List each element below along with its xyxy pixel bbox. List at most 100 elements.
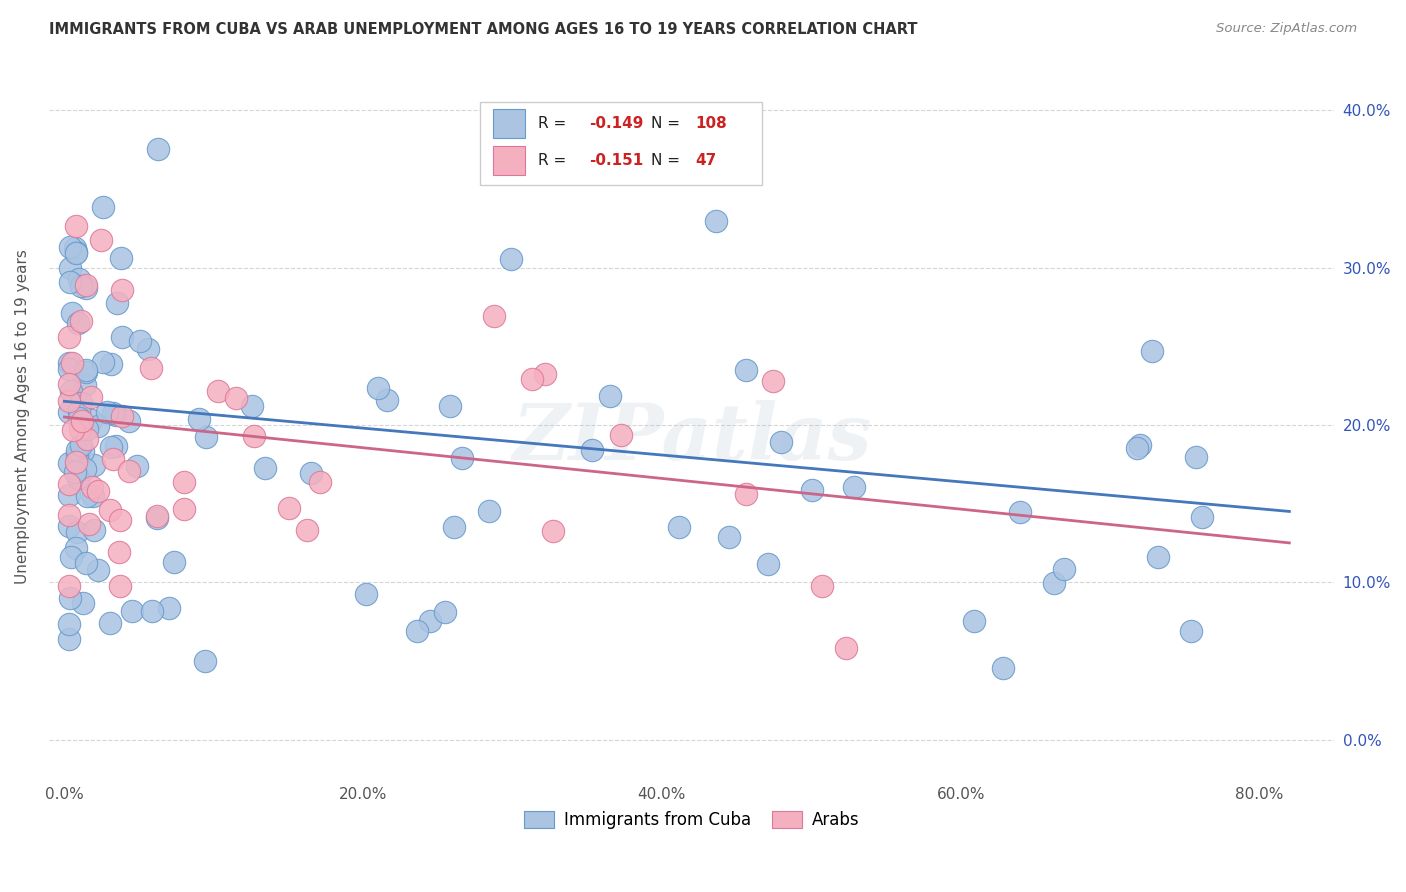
Point bbox=[406, 624, 429, 638]
Point bbox=[187, 412, 209, 426]
Point bbox=[105, 296, 128, 310]
Point bbox=[309, 475, 332, 489]
Point bbox=[67, 411, 90, 425]
Point bbox=[111, 409, 134, 423]
Point bbox=[107, 545, 129, 559]
Text: R =: R = bbox=[537, 153, 571, 168]
Point bbox=[243, 429, 266, 443]
Point bbox=[207, 384, 229, 398]
Point bbox=[67, 272, 90, 286]
Point bbox=[599, 389, 621, 403]
Point bbox=[59, 384, 82, 399]
Point bbox=[70, 414, 93, 428]
Point bbox=[1010, 505, 1032, 519]
Point bbox=[1129, 438, 1152, 452]
Point bbox=[58, 591, 80, 605]
Point bbox=[253, 460, 276, 475]
Point bbox=[104, 408, 127, 422]
Text: 47: 47 bbox=[696, 153, 717, 168]
Point bbox=[66, 442, 89, 457]
Point bbox=[58, 632, 80, 646]
Text: 108: 108 bbox=[696, 116, 727, 131]
Point bbox=[82, 489, 104, 503]
Point bbox=[118, 464, 141, 478]
Point bbox=[60, 306, 83, 320]
Point bbox=[65, 246, 87, 260]
Point bbox=[991, 661, 1014, 675]
Point bbox=[58, 362, 80, 376]
Text: N =: N = bbox=[651, 116, 685, 131]
Point bbox=[91, 355, 114, 369]
Point bbox=[157, 601, 180, 615]
Point bbox=[66, 524, 89, 539]
Point bbox=[72, 443, 94, 458]
Point bbox=[98, 503, 121, 517]
Point bbox=[80, 390, 103, 404]
Point bbox=[484, 309, 506, 323]
Point bbox=[77, 517, 100, 532]
Point bbox=[90, 233, 112, 247]
Point bbox=[110, 252, 132, 266]
Point bbox=[240, 400, 263, 414]
Point bbox=[65, 455, 87, 469]
Point bbox=[717, 530, 740, 544]
Point bbox=[111, 283, 134, 297]
Point bbox=[96, 405, 118, 419]
Point bbox=[478, 504, 501, 518]
Point bbox=[668, 520, 690, 534]
Point bbox=[141, 361, 163, 376]
Point bbox=[127, 459, 149, 474]
Point bbox=[756, 557, 779, 571]
Point bbox=[58, 394, 80, 409]
Point bbox=[419, 614, 441, 628]
Point bbox=[58, 377, 80, 392]
Point bbox=[194, 654, 217, 668]
Point bbox=[70, 438, 93, 452]
Point bbox=[58, 456, 80, 470]
Point bbox=[59, 260, 82, 275]
Point bbox=[67, 317, 90, 331]
Text: -0.149: -0.149 bbox=[589, 116, 644, 131]
Point bbox=[145, 508, 167, 523]
Point bbox=[129, 334, 152, 348]
Point bbox=[844, 480, 866, 494]
Point bbox=[520, 372, 543, 386]
Point bbox=[80, 413, 103, 427]
Point bbox=[534, 368, 557, 382]
Point bbox=[75, 363, 97, 377]
Point bbox=[76, 432, 98, 446]
Text: IMMIGRANTS FROM CUBA VS ARAB UNEMPLOYMENT AMONG AGES 16 TO 19 YEARS CORRELATION : IMMIGRANTS FROM CUBA VS ARAB UNEMPLOYMEN… bbox=[49, 22, 918, 37]
Point bbox=[375, 392, 398, 407]
Point bbox=[86, 563, 108, 577]
Point bbox=[278, 500, 301, 515]
Point bbox=[1053, 561, 1076, 575]
Point bbox=[70, 314, 93, 328]
Point bbox=[73, 462, 96, 476]
Text: N =: N = bbox=[651, 153, 689, 168]
Point bbox=[121, 604, 143, 618]
Point bbox=[118, 413, 141, 427]
FancyBboxPatch shape bbox=[492, 145, 524, 175]
Point bbox=[762, 374, 785, 388]
Point bbox=[75, 278, 97, 293]
Point bbox=[58, 518, 80, 533]
Point bbox=[67, 404, 90, 418]
Point bbox=[76, 489, 98, 503]
Point bbox=[225, 392, 247, 406]
Point bbox=[69, 422, 91, 436]
Point bbox=[367, 381, 389, 395]
Point bbox=[108, 513, 131, 527]
Point bbox=[60, 549, 83, 564]
Point bbox=[80, 480, 103, 494]
Point bbox=[65, 219, 87, 233]
Point bbox=[58, 356, 80, 370]
Point bbox=[1180, 624, 1202, 638]
Point bbox=[163, 555, 186, 569]
Point bbox=[69, 279, 91, 293]
Text: ZIPatlas: ZIPatlas bbox=[512, 401, 872, 477]
Point bbox=[195, 430, 218, 444]
Point bbox=[67, 470, 90, 484]
Point bbox=[451, 451, 474, 466]
Point bbox=[1043, 576, 1066, 591]
Point bbox=[63, 241, 86, 255]
